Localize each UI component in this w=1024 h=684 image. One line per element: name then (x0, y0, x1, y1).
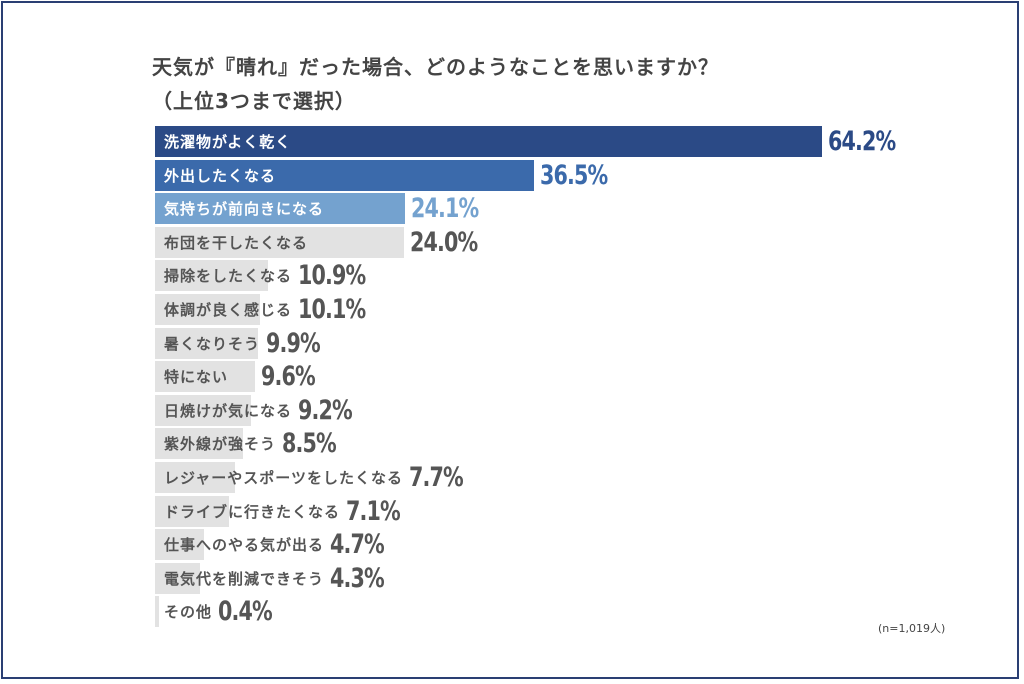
bar (155, 529, 204, 561)
chart-title: 天気が『晴れ』だった場合、どのようなことを思いますか？ （上位3つまで選択） (152, 50, 719, 118)
category-label: 外出したくなる (164, 166, 277, 185)
bar (155, 226, 405, 258)
category-label: ドライブに行きたくなる (164, 502, 341, 521)
value-label: 64.2% (828, 126, 896, 157)
bar (155, 562, 200, 594)
value-label: 24.0% (410, 226, 478, 258)
subtitle-line: （上位3つまで選択） (152, 89, 356, 113)
bar-row: 電気代を削減できそう 4.3% (155, 562, 907, 594)
bar-row: 気持ちが前向きになる 24.1% (155, 193, 907, 225)
category-label: 紫外線が強そう (164, 435, 277, 454)
value-label: 9.6% (260, 361, 316, 393)
bar-row: 布団を干したくなる 24.0% (155, 226, 907, 258)
category-label: 日焼けが気になる (164, 401, 293, 420)
bar-row: 洗濯物がよく乾く 64.2% (155, 126, 907, 157)
value-label: 7.1% (346, 495, 401, 527)
bar (155, 260, 269, 292)
bar-row: 特にない 9.6% (155, 361, 907, 393)
category-label: その他 (164, 603, 213, 622)
value-label: 10.1% (298, 293, 366, 325)
bar-row: 掃除をしたくなる 10.9% (155, 260, 907, 292)
bar (155, 495, 229, 527)
value-label: 9.9% (266, 327, 321, 359)
bar (155, 193, 406, 225)
bar-row: レジャーやスポーツをしたくなる 7.7% (155, 461, 907, 493)
bar (155, 361, 255, 393)
category-label: 体調が良く感じる (164, 300, 293, 319)
bar-chart: 洗濯物がよく乾く 64.2% 外出したくなる 36.5% 気持ちが前向きになる 24.1%… (155, 126, 907, 630)
bar-row: その他 0.4% (155, 596, 907, 628)
category-label: 洗濯物がよく乾く (164, 133, 292, 151)
bar (155, 428, 244, 460)
bar (155, 159, 535, 191)
category-label: 暑くなりそう (164, 334, 261, 353)
value-label: 8.5% (282, 428, 337, 460)
bar (155, 596, 160, 628)
category-label: レジャーやスポーツをしたくなる (164, 468, 403, 487)
value-label: 36.5% (540, 159, 608, 191)
title-line: 天気が『晴れ』だった場合、どのようなことを思いますか？ (152, 55, 719, 79)
bar-row: ドライブに行きたくなる 7.1% (155, 495, 907, 527)
category-label: 電気代を削減できそう (164, 569, 325, 588)
bar (155, 461, 235, 493)
bar (155, 327, 258, 359)
bar-row: 紫外線が強そう 8.5% (155, 428, 907, 460)
bar-row: 暑くなりそう 9.9% (155, 327, 907, 359)
sample-size-note: (n=1,019人) (878, 622, 946, 635)
category-label: 布団を干したくなる (164, 233, 309, 252)
bar-row: 外出したくなる 36.5% (155, 159, 907, 191)
value-label: 4.3% (330, 562, 385, 594)
bar-row: 体調が良く感じる 10.1% (155, 293, 907, 325)
category-label: 気持ちが前向きになる (164, 200, 325, 219)
bar (155, 293, 260, 325)
bar-row: 日焼けが気になる 9.2% (155, 394, 907, 426)
value-label: 9.2% (298, 394, 353, 426)
category-label: 掃除をしたくなる (164, 267, 293, 286)
category-label: 仕事へのやる気が出る (164, 536, 325, 555)
bar (155, 126, 822, 157)
value-label: 0.4% (218, 596, 273, 628)
value-label: 24.1% (411, 193, 479, 225)
value-label: 10.9% (298, 260, 366, 292)
value-label: 4.7% (330, 529, 385, 561)
category-label: 特にない (164, 368, 229, 387)
bar (155, 394, 251, 426)
bar-row: 仕事へのやる気が出る 4.7% (155, 529, 907, 561)
value-label: 7.7% (408, 461, 464, 493)
